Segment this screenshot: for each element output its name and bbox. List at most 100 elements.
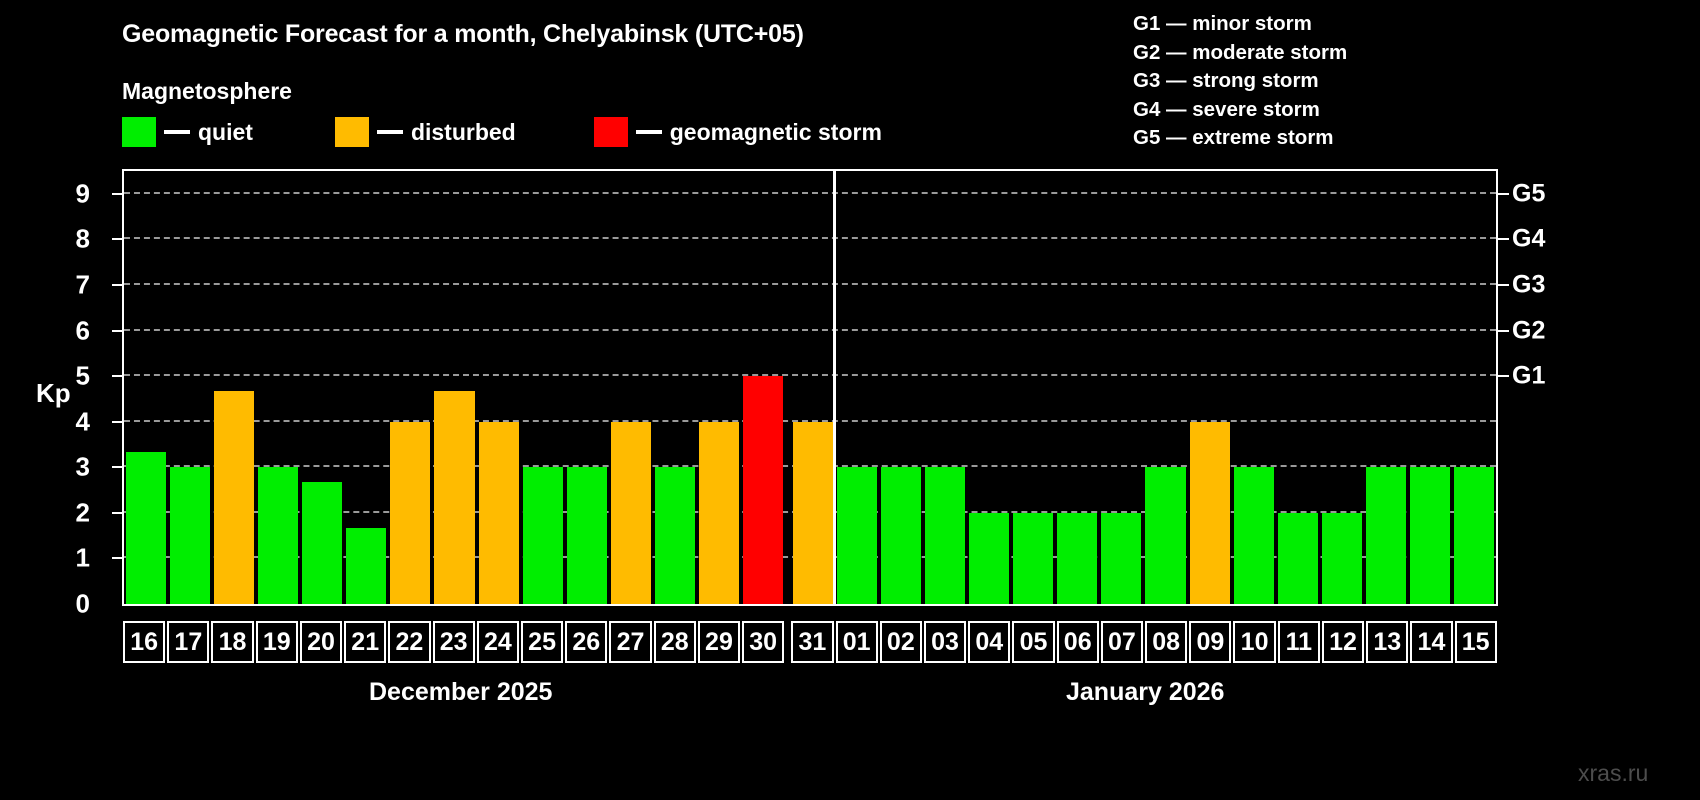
bar-slot[interactable] bbox=[344, 171, 388, 604]
bar[interactable] bbox=[837, 467, 878, 604]
gscale-row-g5: G5 — extreme storm bbox=[1133, 126, 1334, 149]
bar-slot[interactable] bbox=[300, 171, 344, 604]
date-label[interactable]: 31 bbox=[791, 621, 834, 663]
date-label[interactable]: 29 bbox=[697, 621, 741, 663]
bar[interactable] bbox=[478, 421, 519, 604]
date-label[interactable]: 28 bbox=[653, 621, 696, 663]
bar-slot[interactable] bbox=[212, 171, 256, 604]
bar[interactable] bbox=[925, 467, 966, 604]
date-label[interactable]: 13 bbox=[1366, 621, 1409, 663]
bar-slot[interactable] bbox=[1320, 171, 1364, 604]
date-label[interactable]: 30 bbox=[742, 621, 785, 663]
bar-slot[interactable] bbox=[1011, 171, 1055, 604]
date-label[interactable]: 16 bbox=[123, 621, 166, 663]
bar-slot[interactable] bbox=[565, 171, 609, 604]
date-label[interactable]: 01 bbox=[835, 621, 878, 663]
bar[interactable] bbox=[434, 391, 475, 604]
date-label[interactable]: 05 bbox=[1012, 621, 1055, 663]
date-label[interactable]: 26 bbox=[565, 621, 608, 663]
bar[interactable] bbox=[698, 421, 739, 604]
date-label[interactable]: 24 bbox=[476, 621, 519, 663]
bar[interactable] bbox=[126, 452, 167, 604]
bar-slot[interactable] bbox=[124, 171, 168, 604]
bar-slot[interactable] bbox=[1055, 171, 1099, 604]
date-label[interactable]: 06 bbox=[1056, 621, 1099, 663]
date-label[interactable]: 19 bbox=[255, 621, 298, 663]
bar-slot[interactable] bbox=[168, 171, 212, 604]
bar[interactable] bbox=[1233, 467, 1274, 604]
bar-slot[interactable] bbox=[477, 171, 521, 604]
bar-slot[interactable] bbox=[1099, 171, 1143, 604]
bar[interactable] bbox=[742, 376, 783, 604]
date-label[interactable]: 10 bbox=[1233, 621, 1276, 663]
bar[interactable] bbox=[654, 467, 695, 604]
bar-slot[interactable] bbox=[879, 171, 923, 604]
date-label[interactable]: 09 bbox=[1189, 621, 1232, 663]
bar[interactable] bbox=[346, 527, 387, 604]
y-tick-mark bbox=[112, 375, 123, 378]
bar[interactable] bbox=[302, 482, 343, 604]
date-label[interactable]: 14 bbox=[1410, 621, 1453, 663]
date-label[interactable]: 22 bbox=[388, 621, 431, 663]
bar-slot[interactable] bbox=[653, 171, 697, 604]
bar[interactable] bbox=[1321, 512, 1362, 604]
bar[interactable] bbox=[792, 421, 833, 604]
date-label[interactable]: 08 bbox=[1145, 621, 1188, 663]
date-label[interactable]: 21 bbox=[344, 621, 387, 663]
date-label[interactable]: 04 bbox=[968, 621, 1011, 663]
bar-slot[interactable] bbox=[1188, 171, 1232, 604]
bar-slot[interactable] bbox=[1276, 171, 1320, 604]
bar[interactable] bbox=[1145, 467, 1186, 604]
bar[interactable] bbox=[881, 467, 922, 604]
bar-slot[interactable] bbox=[697, 171, 741, 604]
bar-slot[interactable] bbox=[1232, 171, 1276, 604]
bar[interactable] bbox=[1057, 512, 1098, 604]
bar[interactable] bbox=[566, 467, 607, 604]
bar-slot[interactable] bbox=[1408, 171, 1452, 604]
bar[interactable] bbox=[390, 421, 431, 604]
bar[interactable] bbox=[258, 467, 299, 604]
bar-slot[interactable] bbox=[1143, 171, 1187, 604]
date-label[interactable]: 15 bbox=[1454, 621, 1497, 663]
bar-slot[interactable] bbox=[1452, 171, 1496, 604]
bar-slot[interactable] bbox=[967, 171, 1011, 604]
bar-slot[interactable] bbox=[256, 171, 300, 604]
date-label[interactable]: 27 bbox=[609, 621, 652, 663]
plot-inner bbox=[124, 169, 1496, 606]
bar[interactable] bbox=[214, 391, 255, 604]
date-label[interactable]: 03 bbox=[923, 621, 967, 663]
bar[interactable] bbox=[170, 467, 211, 604]
bar[interactable] bbox=[1101, 512, 1142, 604]
bar[interactable] bbox=[610, 421, 651, 604]
date-label[interactable]: 18 bbox=[211, 621, 254, 663]
date-label[interactable]: 20 bbox=[299, 621, 343, 663]
bar[interactable] bbox=[1453, 467, 1494, 604]
date-label[interactable]: 23 bbox=[432, 621, 475, 663]
bar[interactable] bbox=[522, 467, 563, 604]
date-label[interactable]: 12 bbox=[1321, 621, 1365, 663]
date-label[interactable]: 11 bbox=[1277, 621, 1320, 663]
month-divider bbox=[833, 169, 837, 606]
y-tick-mark bbox=[112, 283, 123, 286]
date-label[interactable]: 07 bbox=[1100, 621, 1144, 663]
bar[interactable] bbox=[969, 512, 1010, 604]
bar-slot[interactable] bbox=[835, 171, 879, 604]
bar-slot[interactable] bbox=[432, 171, 476, 604]
legend-dash-icon bbox=[376, 130, 403, 134]
y-tick-label: 2 bbox=[75, 497, 90, 528]
bar[interactable] bbox=[1409, 467, 1450, 604]
bar-slot[interactable] bbox=[388, 171, 432, 604]
bar-slot[interactable] bbox=[741, 171, 785, 604]
date-label[interactable]: 17 bbox=[167, 621, 210, 663]
bar[interactable] bbox=[1013, 512, 1054, 604]
bar-slot[interactable] bbox=[609, 171, 653, 604]
bar[interactable] bbox=[1189, 421, 1230, 604]
bar[interactable] bbox=[1277, 512, 1318, 604]
bar-slot[interactable] bbox=[923, 171, 967, 604]
bar-slot[interactable] bbox=[521, 171, 565, 604]
bar-slot[interactable] bbox=[791, 171, 835, 604]
bar[interactable] bbox=[1365, 467, 1406, 604]
date-label[interactable]: 02 bbox=[879, 621, 922, 663]
bar-slot[interactable] bbox=[1364, 171, 1408, 604]
date-label[interactable]: 25 bbox=[520, 621, 564, 663]
